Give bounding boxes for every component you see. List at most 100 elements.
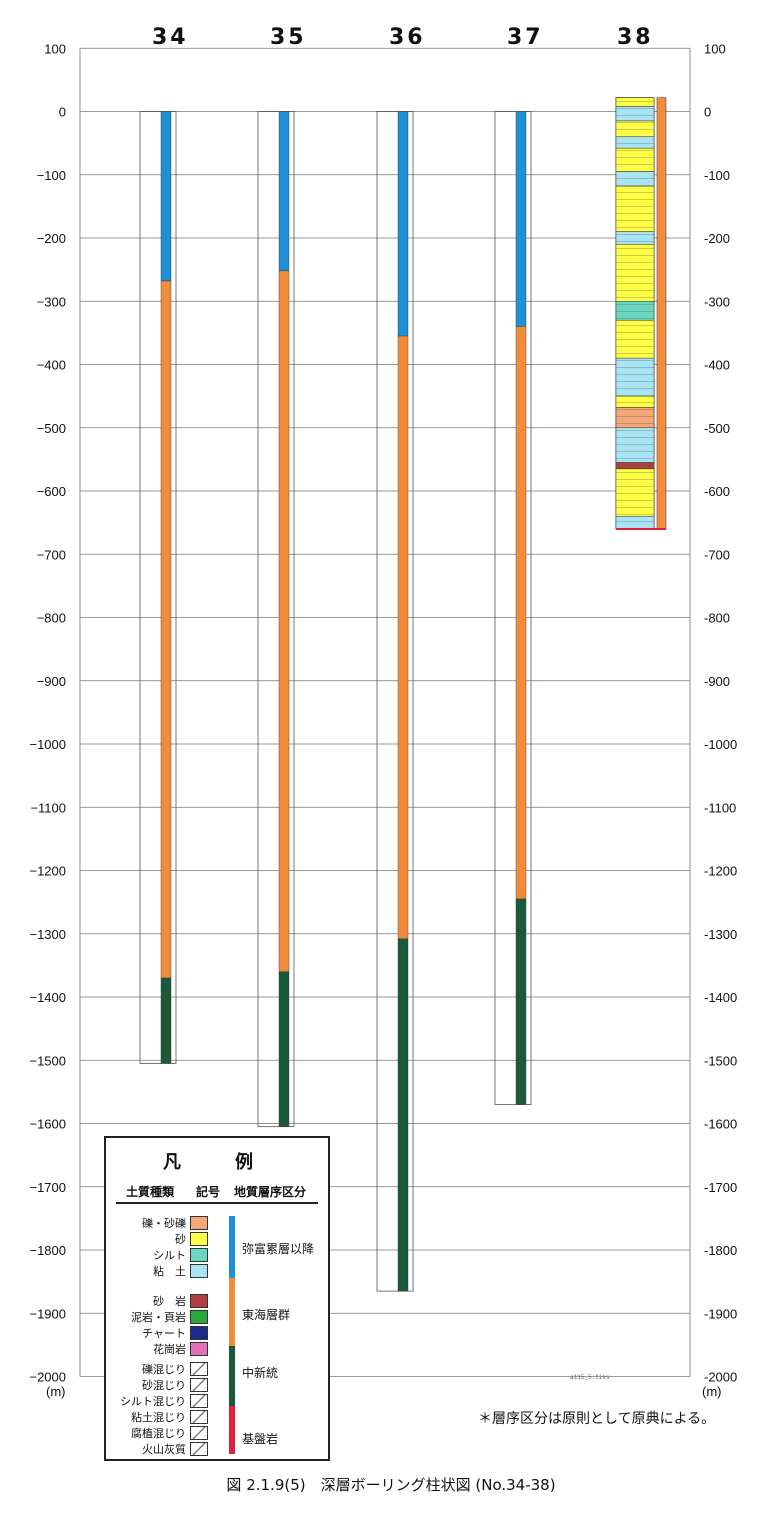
soil-layer-clay: [615, 136, 655, 149]
stratum-tokai: [397, 335, 409, 940]
tick-label-right: -200: [704, 231, 730, 246]
soil-layer-sand: [615, 147, 655, 172]
legend-soil-label: 火山灰質: [142, 1443, 186, 1456]
tick-label-right: -1200: [704, 864, 737, 879]
legend-group-bar: [229, 1278, 235, 1346]
stratum-miocene: [278, 971, 290, 1127]
stratum-miocene: [515, 898, 527, 1105]
borehole-outline: [494, 111, 532, 1105]
right-depth-axis: 100 0 -100 -200 -300 -400 -500 -600 -700 -800 -900…: [704, 41, 737, 1384]
legend-group-bar: [229, 1346, 235, 1406]
left-unit-label: (m): [46, 1384, 66, 1399]
tick-label-right: -1600: [704, 1117, 737, 1132]
tick-label-left: −500: [37, 421, 66, 436]
legend-soil-label: シルト混じり: [120, 1395, 186, 1408]
legend-soil-swatch: [190, 1264, 208, 1278]
tick-label-right: -300: [704, 294, 730, 309]
tick-label-right: -800: [704, 611, 730, 626]
legend-soil-swatch: [190, 1426, 208, 1440]
soil-layer-clay: [615, 516, 655, 530]
borehole-outline: [376, 111, 414, 1292]
soil-layer-sand: [615, 468, 655, 517]
tick-label-right: 0: [704, 105, 711, 120]
stratum-miocene: [397, 938, 409, 1292]
legend-soil-label: チャート: [142, 1327, 186, 1340]
tick-label-left: −700: [37, 547, 66, 562]
stratum-yatomi: [515, 111, 527, 327]
legend-group-label: 基盤岩: [242, 1432, 279, 1446]
tick-label-right: -500: [704, 421, 730, 436]
tick-label-left: −200: [37, 231, 66, 246]
legend-soil-label: 泥岩・頁岩: [131, 1311, 186, 1324]
legend-soil-swatch: [190, 1248, 208, 1262]
tick-label-left: −1200: [29, 864, 66, 879]
tick-label-right: -1100: [704, 800, 736, 815]
soil-layer-sand: [615, 185, 655, 232]
soil-layer-clay: [615, 231, 655, 245]
tick-label-left: −1900: [29, 1306, 66, 1321]
tick-label-left: −1100: [30, 800, 66, 815]
legend-header-group: 地質層序区分: [234, 1185, 307, 1199]
borehole-34: [139, 111, 177, 1064]
borehole-outline: [139, 111, 177, 1064]
legend-soil-label: 粘土混じり: [131, 1411, 186, 1424]
borehole-number: 38: [617, 25, 654, 50]
right-unit-label: (m): [702, 1384, 722, 1399]
stratum-yatomi: [397, 111, 409, 337]
stratum-yatomi: [160, 111, 172, 282]
borehole-35: [257, 111, 295, 1128]
soil-layer-clay: [615, 427, 655, 463]
tick-label-right: -100: [704, 168, 730, 183]
borehole-number: 35: [270, 25, 307, 50]
stratum-tokai: [656, 97, 667, 530]
tick-label-left: −900: [37, 674, 66, 689]
borehole-outline: [257, 111, 295, 1128]
legend-soil-swatch: [190, 1310, 208, 1324]
legend-group-label: 弥富累層以降: [242, 1242, 315, 1256]
soil-layer-sand: [615, 244, 655, 302]
stratum-tokai: [278, 270, 290, 972]
tick-label-right: 100: [704, 41, 726, 56]
tick-label-left: −1600: [29, 1117, 66, 1132]
tick-label-left: −1800: [29, 1243, 66, 1258]
soil-layer-sand: [615, 319, 655, 359]
borehole-number: 34: [152, 25, 189, 50]
legend-group-label: 中新統: [242, 1366, 279, 1380]
legend-header-rule: [116, 1202, 318, 1204]
soil-layer-clay: [615, 357, 655, 397]
legend-group-bar: [229, 1406, 235, 1454]
legend-soil-label: シルト: [153, 1249, 186, 1262]
soil-layer-sand: [615, 395, 655, 408]
legend-soil-swatch: [190, 1442, 208, 1456]
legend-soil-swatch: [190, 1294, 208, 1308]
tick-label-left: 100: [44, 41, 66, 56]
tick-label-right: -1700: [704, 1180, 737, 1195]
borehole-numbers: 34 35 36 37 38: [152, 25, 654, 50]
stratum-miocene: [160, 977, 172, 1064]
legend-box: 凡 例 土質種類 記号 地質層序区分 礫・砂礫砂シルト粘 土砂 岩泥岩・頁岩 チャ…: [104, 1136, 330, 1461]
legend-soil-swatch: [190, 1342, 208, 1356]
legend-header-symbol: 記号: [196, 1185, 221, 1199]
tick-label-right: -900: [704, 674, 730, 689]
legend-soil-swatch: [190, 1378, 208, 1392]
tick-label-right: -600: [704, 484, 730, 499]
legend-group-bar: [229, 1216, 235, 1278]
borehole-37: [494, 111, 532, 1105]
stratigraphy-note: ＊層序区分は原則として原典による。: [478, 1411, 716, 1427]
legend-soil-swatch: [190, 1216, 208, 1230]
borehole-36: [376, 111, 414, 1292]
stratum-tokai: [160, 280, 172, 979]
legend-soil-label: 粘 土: [153, 1265, 186, 1278]
borehole-number: 36: [389, 25, 426, 50]
tick-label-left: −300: [37, 294, 66, 309]
tick-label-left: −100: [37, 168, 66, 183]
stratum-tokai: [515, 326, 527, 900]
soil-layer-sand: [615, 120, 655, 138]
stratum-yatomi: [278, 111, 290, 272]
tick-label-right: -1900: [704, 1306, 737, 1321]
depth-gridlines: [79, 47, 691, 1377]
tick-label-right: -1000: [704, 737, 737, 752]
legend-soil-swatch: [190, 1326, 208, 1340]
tick-label-left: −1300: [29, 927, 66, 942]
